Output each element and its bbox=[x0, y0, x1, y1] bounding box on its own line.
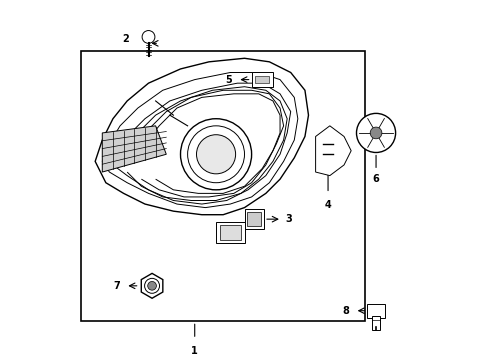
Polygon shape bbox=[102, 126, 166, 172]
Text: 8: 8 bbox=[342, 306, 348, 316]
Text: 5: 5 bbox=[225, 75, 232, 85]
Bar bbox=[244, 210, 264, 229]
Circle shape bbox=[142, 31, 155, 43]
Circle shape bbox=[144, 278, 159, 293]
Bar bbox=[251, 72, 272, 87]
Text: 4: 4 bbox=[324, 201, 331, 211]
Text: 2: 2 bbox=[122, 34, 129, 44]
Polygon shape bbox=[141, 273, 163, 298]
Bar bbox=[247, 212, 261, 226]
Text: 7: 7 bbox=[113, 281, 120, 291]
Circle shape bbox=[196, 135, 235, 174]
Bar bbox=[366, 303, 384, 318]
Circle shape bbox=[369, 127, 381, 139]
Bar bbox=[255, 76, 269, 83]
Bar bbox=[219, 225, 241, 240]
Bar bbox=[372, 316, 379, 330]
Polygon shape bbox=[315, 126, 350, 176]
Bar bbox=[81, 51, 365, 321]
Circle shape bbox=[147, 282, 156, 290]
Polygon shape bbox=[216, 222, 244, 243]
Text: 3: 3 bbox=[285, 214, 291, 224]
Text: 6: 6 bbox=[372, 174, 379, 184]
Text: 1: 1 bbox=[191, 346, 198, 356]
Circle shape bbox=[356, 113, 395, 153]
